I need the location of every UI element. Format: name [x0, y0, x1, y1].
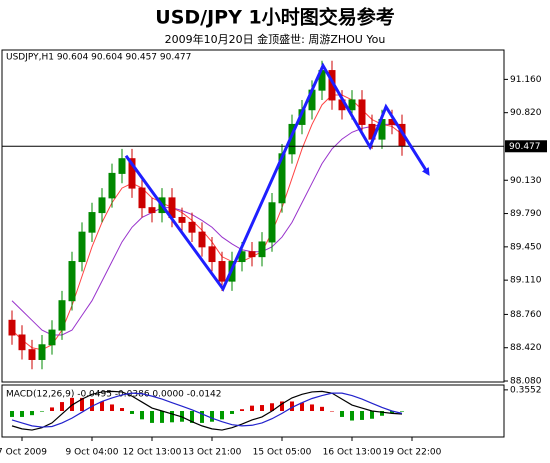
- candle-body: [68, 261, 76, 302]
- macd-bar: [100, 401, 104, 411]
- macd-bar: [330, 411, 334, 412]
- macd-bar: [90, 399, 94, 411]
- macd-bar: [50, 407, 54, 411]
- macd-bar: [340, 411, 344, 417]
- macd-bar: [10, 411, 14, 417]
- x-tick-label: 19 Oct 22:00: [383, 448, 442, 458]
- macd-bar: [250, 405, 254, 411]
- moving-average: [11, 94, 403, 351]
- macd-bar: [150, 411, 154, 423]
- candle-body: [28, 349, 36, 360]
- annotation-zigzag: [124, 62, 430, 292]
- candle-body: [268, 202, 276, 243]
- macd-bar: [400, 411, 404, 412]
- candle-body: [208, 246, 216, 263]
- current-price-label: 90.477: [509, 142, 541, 152]
- candle-body: [98, 197, 106, 214]
- macd-bar: [160, 411, 164, 423]
- current-price-box: [505, 140, 547, 153]
- x-tick-label: 12 Oct 13:00: [123, 448, 182, 458]
- candle-body: [8, 319, 16, 336]
- macd-bar: [350, 411, 354, 421]
- candle-body: [358, 99, 366, 125]
- chart-subtitle: 2009年10月20日 金顶盛世: 周游ZHOU You: [165, 32, 386, 46]
- x-tick-label: 15 Oct 05:00: [253, 448, 312, 458]
- candle-body: [118, 158, 126, 174]
- candle-body: [18, 334, 26, 351]
- macd-bar: [290, 401, 294, 411]
- price-panel: [1, 49, 505, 383]
- macd-bar: [270, 403, 274, 411]
- y-tick-label: 90.130: [510, 176, 542, 186]
- candle-body: [148, 207, 156, 214]
- macd-bar: [380, 411, 384, 416]
- macd-bar: [110, 404, 114, 411]
- y-tick-label: 90.820: [510, 108, 542, 118]
- candle-body: [78, 231, 86, 263]
- macd-bar: [280, 401, 284, 411]
- macd-bar: [390, 411, 394, 414]
- candle-body: [248, 251, 256, 258]
- candle-body: [108, 172, 116, 199]
- candle-body: [178, 216, 186, 223]
- y-tick-label: 89.790: [510, 209, 542, 219]
- y-tick-label: 88.420: [510, 343, 542, 353]
- macd-bar: [130, 411, 134, 414]
- macd-bar: [260, 405, 264, 411]
- candle-body: [88, 212, 96, 233]
- macd-label: MACD(12,26,9) -0.0495 -0.0386 0.0000 -0.…: [6, 390, 222, 400]
- macd-bar: [40, 411, 44, 412]
- macd-bar: [230, 411, 234, 414]
- moving-average: [11, 123, 403, 336]
- macd-bar: [320, 406, 324, 411]
- macd-bar: [360, 411, 364, 420]
- macd-bar: [220, 411, 224, 420]
- y-tick-label: 91.160: [510, 75, 542, 85]
- macd-signal-line: [11, 392, 403, 428]
- y-tick-label: 88.760: [510, 310, 542, 320]
- macd-bar: [30, 411, 34, 416]
- macd-bar: [210, 411, 214, 422]
- macd-bar: [300, 402, 304, 411]
- macd-bar: [80, 397, 84, 411]
- candle-body: [138, 187, 146, 209]
- candle-body: [348, 99, 356, 111]
- candle-body: [198, 231, 206, 248]
- macd-bar: [310, 404, 314, 411]
- macd-macd-line: [11, 390, 403, 431]
- macd-bar: [60, 402, 64, 411]
- x-tick-label: 9 Oct 04:00: [66, 448, 119, 458]
- macd-bar: [20, 411, 24, 417]
- candle-body: [38, 344, 46, 360]
- macd-bar: [140, 411, 144, 420]
- macd-bar: [170, 411, 174, 423]
- macd-bar: [190, 411, 194, 423]
- candle-body: [218, 261, 226, 282]
- candle-body: [258, 241, 266, 258]
- macd-bar: [200, 411, 204, 423]
- y-tick-label: 88.080: [510, 377, 542, 387]
- macd-y-tick-label: 0.3552: [510, 385, 542, 395]
- y-tick-label: 89.450: [510, 242, 542, 252]
- symbol-label: USDJPY,H1 90.604 90.604 90.457 90.477: [6, 53, 191, 63]
- candle-body: [48, 329, 56, 346]
- x-tick-label: 16 Oct 13:00: [323, 448, 382, 458]
- candle-body: [128, 158, 136, 189]
- y-tick-label: 89.110: [510, 276, 542, 286]
- candle-body: [58, 300, 66, 331]
- macd-bar: [370, 411, 374, 419]
- chart-title: USD/JPY 1小时图交易参考: [155, 6, 394, 29]
- macd-bar: [120, 408, 124, 411]
- candle-body: [188, 221, 196, 233]
- x-tick-label: 13 Oct 21:00: [183, 448, 242, 458]
- macd-bar: [240, 409, 244, 411]
- x-tick-label: 7 Oct 2009: [0, 448, 47, 458]
